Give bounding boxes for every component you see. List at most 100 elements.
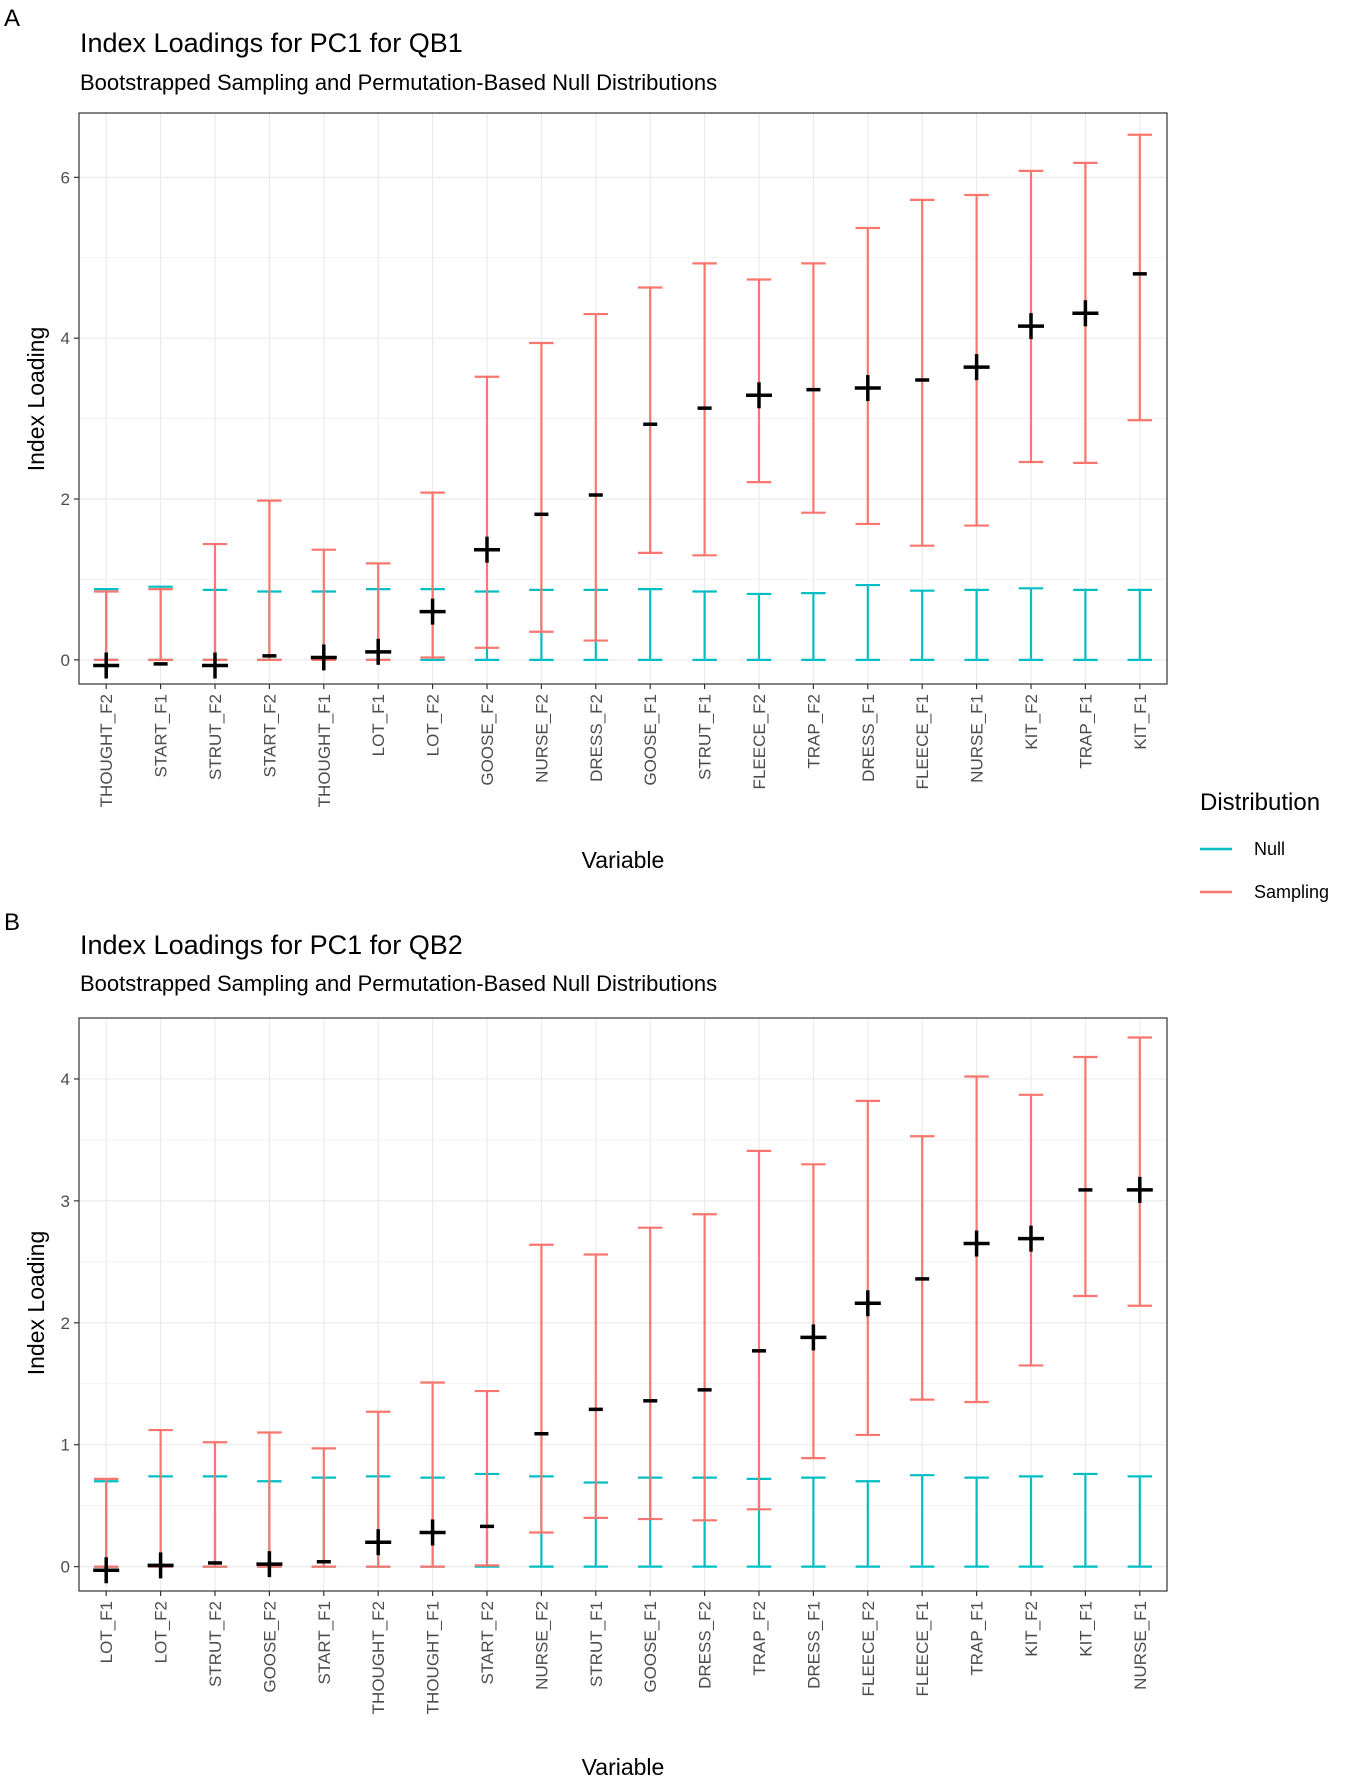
x-tick-label: TRAP_F2 [804, 694, 823, 769]
y-tick-label: 1 [61, 1436, 70, 1455]
y-tick-label: 3 [61, 1192, 70, 1211]
panel-a-sampling-errorbar [474, 375, 500, 649]
panel-b-point-estimate [1018, 1225, 1044, 1252]
panel-a-null-errorbar [1127, 588, 1153, 661]
panel-a-sampling-errorbar [311, 548, 337, 661]
x-tick-label: LOT_F1 [369, 694, 388, 756]
panel-b-sampling-errorbar [583, 1253, 609, 1519]
x-tick-label: DRESS_F1 [804, 1601, 823, 1689]
panel-a: A Index Loadings for PC1 for QB1 Bootstr… [4, 5, 717, 873]
x-tick-label: LOT_F2 [424, 694, 443, 756]
panel-b-null-errorbar [1073, 1472, 1098, 1568]
y-tick-label: 4 [61, 1070, 70, 1089]
panel-a-null-errorbar [1073, 588, 1098, 661]
panel-b-sampling-errorbar [692, 1213, 717, 1522]
panel-a-null-errorbar [909, 589, 935, 661]
panel-b-point-estimate [256, 1551, 283, 1578]
panel-b-sampling-errorbar [1127, 1036, 1153, 1307]
panel-a-point-estimate [474, 536, 500, 563]
panel-a-sampling-errorbar [420, 491, 445, 659]
panel-a-series-sampling [93, 133, 1153, 661]
panel-b-sampling-errorbar [637, 1226, 663, 1521]
panel-a-sampling-errorbar [909, 198, 935, 547]
x-tick-label: START_F2 [260, 694, 279, 777]
panel-b-point-estimates [93, 1176, 1153, 1584]
legend-sampling-label: Sampling [1254, 882, 1329, 902]
panel-b-sampling-errorbar [93, 1477, 119, 1568]
panel-b-y-axis-title: Index Loading [23, 1231, 49, 1376]
x-tick-label: GOOSE_F2 [478, 694, 497, 786]
y-tick-label: 2 [61, 490, 70, 509]
panel-a-series-null [93, 583, 1153, 661]
panel-b-border [78, 1017, 1168, 1592]
x-tick-label: THOUGHT_F1 [315, 694, 334, 807]
panel-b-point-estimate [800, 1324, 827, 1351]
x-tick-label: STRUT_F2 [206, 694, 225, 780]
x-tick-label: START_F2 [478, 1601, 497, 1684]
x-tick-label: DRESS_F2 [696, 1601, 715, 1689]
panel-a-y-axis-title: Index Loading [23, 327, 49, 472]
panel-a-null-errorbar [801, 592, 826, 661]
panel-b: B Index Loadings for PC1 for QB2 Bootstr… [4, 909, 717, 1780]
panel-a-point-estimate [1072, 300, 1099, 327]
x-tick-label: THOUGHT_F1 [424, 1601, 443, 1714]
panel-a-sampling-errorbar [637, 286, 663, 555]
x-tick-label: FLEECE_F2 [750, 694, 769, 789]
panel-b-y-axis: 0 1 2 3 4 [61, 1070, 79, 1577]
panel-a-null-errorbar [1018, 587, 1044, 661]
x-tick-label: GOOSE_F1 [641, 694, 660, 786]
x-tick-label: FLEECE_F2 [859, 1601, 878, 1696]
panel-b-point-estimate [1126, 1176, 1153, 1203]
x-tick-label: THOUGHT_F2 [369, 1601, 388, 1714]
panel-a-point-estimates [93, 272, 1147, 679]
panel-b-x-axis: LOT_F1 LOT_F2 STRUT_F2 GOOSE_F2 START_F1 THOU… [97, 1591, 1150, 1714]
panel-b-sampling-errorbar [257, 1431, 282, 1568]
panel-a-subtitle: Bootstrapped Sampling and Permutation-Ba… [80, 70, 717, 95]
panel-a-x-axis: THOUGHT_F2 START_F1 STRUT_F2 START_F2 THOUGH… [97, 684, 1150, 807]
x-tick-label: DRESS_F1 [859, 694, 878, 782]
panel-b-sampling-errorbar [801, 1163, 826, 1460]
legend-title: Distribution [1200, 789, 1320, 816]
panel-b-series-null [93, 1472, 1153, 1568]
x-tick-label: GOOSE_F1 [641, 1601, 660, 1693]
panel-b-point-estimate [365, 1529, 392, 1556]
x-tick-label: THOUGHT_F2 [97, 694, 116, 807]
x-tick-label: FLEECE_F1 [913, 1601, 932, 1696]
panel-b-sampling-errorbar [148, 1428, 173, 1568]
panel-a-sampling-errorbar [529, 341, 554, 633]
panel-b-null-errorbar [964, 1476, 989, 1568]
panel-a-null-errorbar [746, 592, 772, 661]
panel-a-sampling-errorbar [1127, 133, 1153, 422]
panel-b-null-errorbar [1127, 1475, 1153, 1568]
x-tick-label: TRAP_F2 [750, 1601, 769, 1676]
x-tick-label: NURSE_F1 [1131, 1601, 1150, 1690]
panel-a-point-estimate [310, 644, 337, 671]
panel-a-sampling-errorbar [148, 588, 173, 661]
panel-a-grid [79, 113, 1167, 684]
panel-a-point-estimate [419, 598, 446, 625]
panel-a-tag: A [4, 5, 20, 32]
panel-a-point-estimate [963, 354, 990, 381]
x-tick-label: GOOSE_F2 [260, 1601, 279, 1693]
panel-b-sampling-errorbar [529, 1243, 554, 1534]
panel-a-title: Index Loadings for PC1 for QB1 [80, 28, 463, 58]
panel-a-point-estimate [365, 638, 392, 665]
panel-b-point-estimate [963, 1230, 990, 1257]
panel-a-sampling-errorbar [257, 499, 282, 661]
x-tick-label: NURSE_F2 [532, 694, 551, 783]
panel-a-point-estimate [854, 375, 881, 402]
panel-b-sampling-errorbar [746, 1149, 772, 1511]
x-tick-label: TRAP_F1 [968, 1601, 987, 1676]
panel-b-point-estimate [419, 1519, 446, 1546]
x-tick-label: STRUT_F1 [696, 694, 715, 780]
panel-a-null-errorbar [855, 583, 881, 661]
y-tick-label: 0 [61, 1558, 70, 1577]
panel-a-null-errorbar [637, 588, 663, 661]
x-tick-label: NURSE_F1 [968, 694, 987, 783]
panel-a-point-estimate [746, 382, 772, 409]
panel-a-null-errorbar [964, 588, 989, 661]
x-tick-label: KIT_F2 [1022, 694, 1041, 750]
